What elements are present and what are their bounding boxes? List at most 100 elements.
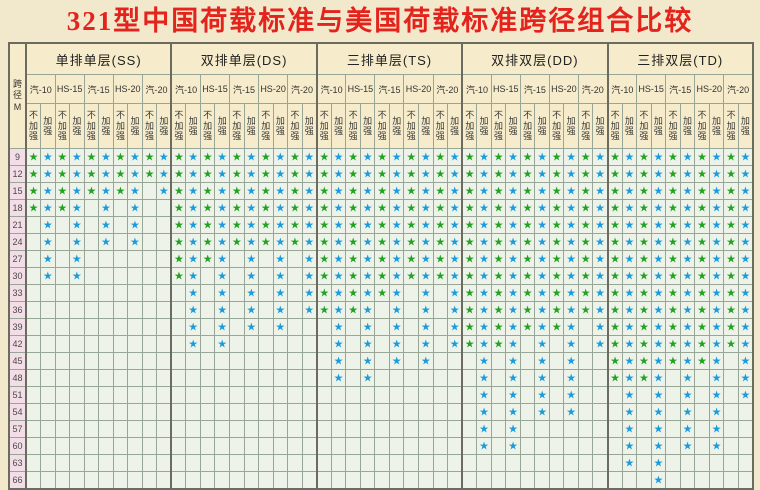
matrix-cell [592,386,609,404]
matrix-cell [403,301,419,319]
blue-star-icon: ★ [595,270,605,283]
blue-star-icon: ★ [362,355,373,368]
green-star-icon: ★ [522,287,533,300]
matrix-cell: ★ [577,267,594,285]
matrix-cell [127,403,143,421]
green-star-icon: ★ [610,338,621,351]
matrix-cell: ★ [708,250,725,268]
matrix-cell [112,335,129,353]
matrix-cell [199,386,216,404]
subcol-header: 汽-10 [606,74,638,104]
matrix-cell: ★ [330,216,347,234]
matrix-cell: ★ [577,199,594,217]
matrix-cell [461,420,478,438]
blue-star-icon: ★ [362,151,373,164]
matrix-cell: ★ [243,318,260,336]
blue-star-icon: ★ [391,202,402,215]
matrix-cell: ★ [330,369,347,387]
blue-star-icon: ★ [653,372,664,385]
matrix-cell [83,403,100,421]
matrix-cell: ★ [403,267,419,285]
green-star-icon: ★ [726,304,737,317]
matrix-cell [127,267,143,285]
matrix-cell: ★ [577,182,594,200]
green-star-icon: ★ [260,168,271,181]
matrix-cell: ★ [694,318,710,336]
blue-star-icon: ★ [304,304,315,317]
subcol-header: 汽-10 [170,74,201,104]
matrix-cell: ★ [243,148,260,166]
matrix-cell: ★ [330,182,347,200]
matrix-cell: ★ [330,318,347,336]
matrix-cell: ★ [461,148,478,166]
blue-star-icon: ★ [682,304,693,317]
matrix-cell: ★ [432,165,449,183]
green-star-icon: ★ [697,219,707,232]
matrix-cell [185,420,201,438]
green-star-icon: ★ [522,219,533,232]
matrix-cell [258,437,274,455]
matrix-cell [141,284,158,302]
blue-star-icon: ★ [624,270,635,283]
blue-star-icon: ★ [246,219,257,232]
subcol-header: HS-20 [403,74,434,104]
matrix-cell [156,352,172,370]
matrix-cell [83,301,100,319]
matrix-cell [83,454,100,472]
green-star-icon: ★ [57,168,68,181]
matrix-cell [69,471,85,490]
green-star-icon: ★ [551,236,562,249]
matrix-cell [708,454,725,472]
matrix-cell: ★ [272,199,289,217]
matrix-cell: ★ [665,335,681,353]
blue-star-icon: ★ [566,253,577,266]
matrix-cell: ★ [505,335,521,353]
matrix-cell: ★ [606,250,623,268]
matrix-cell [418,454,434,472]
matrix-cell: ★ [650,301,667,319]
matrix-cell: ★ [476,267,492,285]
matrix-cell: ★ [723,318,739,336]
blue-star-icon: ★ [537,389,548,402]
matrix-cell [199,318,216,336]
matrix-cell: ★ [156,165,172,183]
matrix-cell: ★ [214,335,230,353]
matrix-cell: ★ [708,233,725,251]
matrix-cell: ★ [737,301,754,319]
green-star-icon: ★ [260,202,271,215]
green-star-icon: ★ [319,236,330,249]
matrix-cell [272,454,289,472]
matrix-cell [40,284,56,302]
matrix-cell [127,437,143,455]
blue-star-icon: ★ [449,338,460,351]
matrix-cell [98,250,114,268]
green-star-icon: ★ [697,355,707,368]
matrix-cell [83,267,100,285]
matrix-cell [258,301,274,319]
matrix-cell: ★ [679,284,696,302]
green-star-icon: ★ [202,236,213,249]
green-star-icon: ★ [668,287,678,300]
blue-star-icon: ★ [653,236,664,249]
span-label: 63 [8,454,27,472]
matrix-cell: ★ [345,301,361,319]
matrix-cell [54,233,71,251]
blue-star-icon: ★ [42,236,53,249]
blue-star-icon: ★ [246,270,257,283]
matrix-cell [243,420,260,438]
matrix-cell: ★ [447,284,463,302]
matrix-cell [40,301,56,319]
green-star-icon: ★ [202,202,213,215]
matrix-cell [636,420,652,438]
blue-star-icon: ★ [304,270,315,283]
matrix-cell [694,454,710,472]
blue-star-icon: ★ [653,423,664,436]
matrix-cell [301,318,318,336]
matrix-cell [25,216,42,234]
matrix-cell [69,420,85,438]
green-star-icon: ★ [464,321,475,334]
matrix-cell: ★ [374,233,390,251]
blue-star-icon: ★ [391,219,402,232]
blue-star-icon: ★ [624,321,635,334]
matrix-cell: ★ [315,182,332,200]
